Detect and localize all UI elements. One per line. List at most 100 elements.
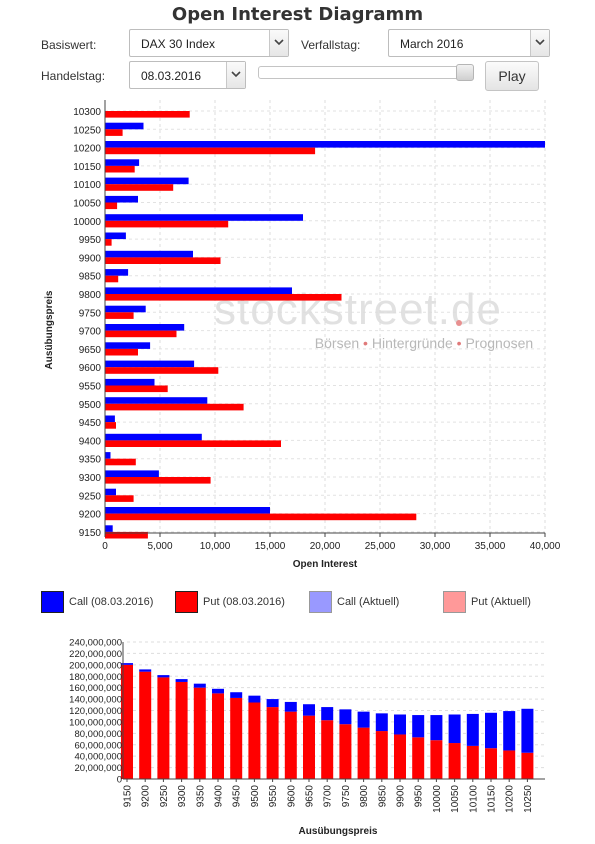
call-bar-9950 (105, 232, 126, 240)
chart2-x-tick-label: 10150 (487, 785, 498, 813)
call-bar-9800 (357, 711, 370, 728)
chevron-down-icon[interactable] (269, 30, 288, 56)
chart1-y-tick-label: 10100 (73, 180, 101, 191)
chevron-down-icon[interactable] (530, 30, 549, 56)
put-bar-9700 (105, 330, 177, 338)
call-bar-9250 (157, 675, 170, 678)
call-bar-10050 (105, 195, 138, 203)
chart2-y-tick-labels: 020,000,00040,000,00060,000,00080,000,00… (69, 638, 122, 786)
chart2-x-tick-label: 9850 (377, 785, 388, 808)
chart1-y-tick-label: 10200 (73, 144, 101, 155)
chart1-x-tick-labels: 0 5,000 10,000 15,000 20,000 25,000 30,000 35,0… (102, 541, 561, 552)
chart2-x-tick-labels: 9150 9200 9250 9300 9350 9400 9450 9500 9550 9600… (123, 785, 534, 813)
watermark-tagline-text: Börsen • Hintergründe • Prognosen (315, 335, 533, 351)
put-bar-9550 (105, 385, 168, 393)
call-bar-10100 (105, 177, 189, 185)
chart2-x-tick-label: 9300 (177, 785, 188, 808)
chart1-y-tick-label: 10150 (73, 162, 101, 173)
put-bar-10150 (485, 748, 497, 779)
chart1-bars (105, 111, 545, 539)
chart2-bars (121, 663, 534, 779)
chart2-x-tick-label: 9400 (214, 785, 225, 808)
chart2-x-tick-label: 9600 (286, 785, 297, 808)
chart2-y-tick-label: 60,000,000 (74, 740, 122, 751)
legend-label: Call (08.03.2016) (69, 596, 154, 608)
chart1-x-tick-label: 20,000 (310, 541, 341, 552)
call-bar-9700 (321, 707, 334, 721)
chart1-x-tick-label: 10,000 (200, 541, 231, 552)
put-bar-9950 (412, 737, 425, 779)
call-bar-9300 (175, 679, 188, 682)
chart2-grid (127, 641, 545, 769)
chart2-y-tick-label: 220,000,000 (69, 649, 122, 660)
call-bar-10200 (105, 141, 545, 148)
basiswert-select[interactable]: DAX 30 Index (129, 29, 289, 57)
call-bar-9550 (105, 378, 155, 386)
chart2-y-tick-label: 120,000,000 (69, 706, 122, 717)
handelstag-label: Handelstag: (41, 69, 106, 83)
call-bar-9200 (105, 507, 270, 514)
chart1-y-tick-labels: 10300 10250 10200 10150 10100 10050 10000 9950 9… (73, 107, 101, 539)
legend-label: Put (08.03.2016) (203, 596, 285, 608)
call-bar-9150 (105, 525, 113, 532)
chevron-down-icon[interactable] (226, 62, 245, 88)
put-bar-9750 (339, 724, 352, 779)
chart2-x-tick-label: 9550 (268, 785, 279, 808)
put-bar-9900 (105, 257, 221, 264)
chart1-y-tick-label: 9850 (79, 272, 102, 283)
put-bar-9250 (157, 677, 170, 779)
date-slider-track[interactable] (258, 66, 474, 79)
chart1-x-tick-label: 5,000 (147, 541, 172, 552)
put-bar-10200 (105, 147, 316, 155)
basiswert-value: DAX 30 Index (141, 37, 216, 51)
date-slider-handle[interactable] (456, 64, 474, 81)
chart2-x-tick-label: 9250 (159, 785, 170, 808)
chart2-x-tick-label: 9350 (195, 785, 206, 808)
chart2-x-tick-label: 9700 (323, 785, 334, 808)
verfallstag-select[interactable]: March 2016 (388, 29, 550, 57)
put-bar-9550 (266, 707, 279, 779)
chart2-y-tick-label: 240,000,000 (69, 638, 122, 649)
put-bar-9850 (105, 275, 119, 283)
chart1-y-axis-title: Ausübungspreis (44, 290, 55, 369)
chart1-y-tick-label: 9700 (79, 327, 102, 338)
put-bar-9650 (303, 715, 315, 779)
put-bar-9350 (193, 687, 206, 779)
call-bar-9650 (105, 342, 151, 349)
chart2-x-tick-label: 9150 (123, 785, 134, 808)
chart2-y-tick-label: 140,000,000 (69, 695, 122, 706)
call-bar-9850 (375, 713, 388, 732)
chart2-x-tick-label: 9450 (232, 785, 243, 808)
chart2-x-tick-label: 9800 (359, 785, 370, 808)
play-button[interactable]: Play (485, 61, 539, 91)
call-bar-9350 (193, 683, 206, 688)
chart2-x-tick-label: 10100 (468, 785, 479, 813)
chart1-x-tick-label: 15,000 (255, 541, 286, 552)
legend-label: Call (Aktuell) (337, 596, 400, 608)
call-bar-10150 (485, 712, 497, 749)
call-bar-9950 (412, 715, 425, 738)
chart1-y-tick-label: 9250 (79, 491, 102, 502)
put-bar-9500 (248, 702, 261, 779)
call-bar-9400 (212, 688, 224, 694)
watermark-dot-icon (456, 320, 462, 326)
put-bar-9900 (394, 734, 406, 779)
call-bar-9750 (339, 709, 352, 725)
call-bar-10000 (105, 214, 303, 221)
call-bar-9600 (105, 360, 195, 368)
put-bar-10050 (448, 743, 461, 779)
basiswert-label: Basiswert: (41, 38, 97, 52)
put-bar-10300 (105, 111, 190, 118)
put-bar-10100 (466, 745, 479, 779)
call-bar-9150 (121, 663, 133, 665)
chart1-y-tick-label: 9650 (79, 345, 102, 356)
call-bar-9400 (105, 433, 202, 441)
handelstag-select[interactable]: 08.03.2016 (129, 61, 246, 89)
call-bar-10250 (105, 122, 144, 130)
chart2-y-tick-label: 180,000,000 (69, 672, 122, 683)
put-bar-9500 (105, 403, 244, 411)
chart1-y-tick-label: 9350 (79, 455, 102, 466)
put-bar-9150 (105, 531, 148, 539)
put-bar-10250 (105, 129, 123, 136)
chart2-x-tick-label: 9500 (250, 785, 261, 808)
